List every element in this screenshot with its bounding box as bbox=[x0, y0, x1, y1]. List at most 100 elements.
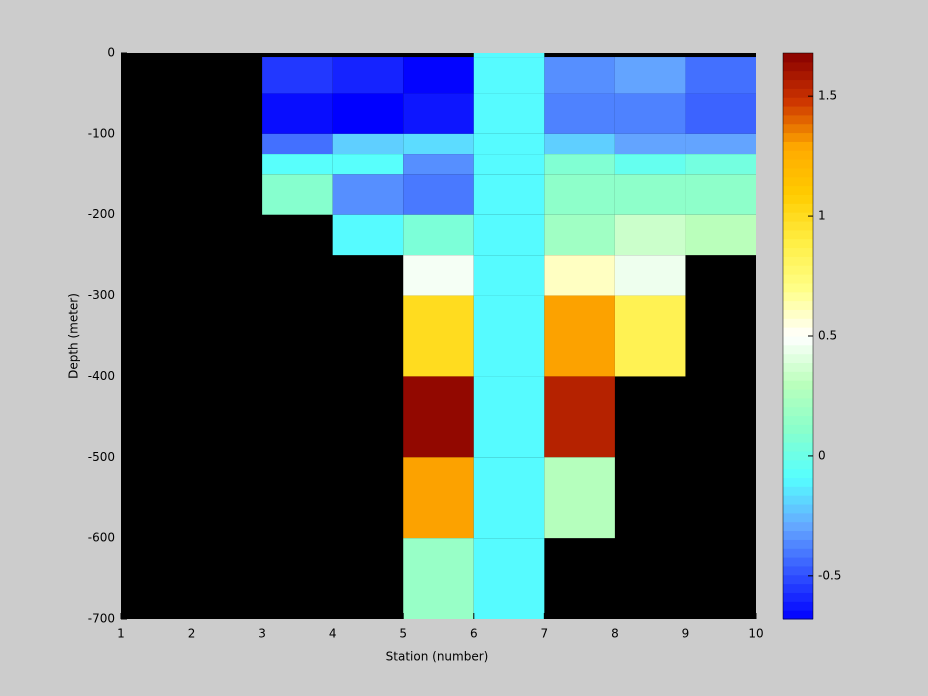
colorbar-swatch bbox=[783, 159, 813, 169]
heat-cell bbox=[614, 295, 686, 377]
x-tick-label: 1 bbox=[117, 627, 125, 641]
colorbar-swatch bbox=[783, 495, 813, 505]
colorbar-swatch bbox=[783, 557, 813, 567]
heat-cell bbox=[544, 295, 615, 377]
colorbar-swatch bbox=[783, 238, 813, 249]
heat-cell bbox=[614, 255, 686, 296]
x-tick-label: 10 bbox=[748, 627, 763, 641]
colorbar-swatch bbox=[783, 592, 813, 602]
y-tick-label: -200 bbox=[88, 207, 115, 221]
heat-cell bbox=[614, 133, 686, 155]
heat-cell bbox=[473, 53, 545, 58]
colorbar-swatch bbox=[783, 229, 813, 240]
y-tick-label: -600 bbox=[88, 531, 115, 545]
colorbar-swatch bbox=[783, 274, 813, 284]
colorbar-swatch bbox=[783, 106, 813, 116]
heat-cell bbox=[544, 457, 615, 539]
y-tick-label: -700 bbox=[88, 612, 115, 626]
heat-cell bbox=[473, 133, 545, 155]
colorbar-swatch bbox=[783, 530, 813, 540]
heat-cell bbox=[544, 255, 615, 296]
colorbar-swatch bbox=[783, 565, 813, 576]
colorbar-swatch bbox=[783, 61, 813, 72]
colorbar-swatch bbox=[783, 97, 813, 107]
colorbar-swatch bbox=[783, 344, 813, 355]
x-tick-label: 2 bbox=[188, 627, 196, 641]
colorbar-swatch bbox=[783, 486, 813, 496]
heat-cell bbox=[262, 57, 333, 94]
colorbar-swatch bbox=[783, 114, 813, 125]
heat-cell bbox=[403, 57, 474, 94]
colorbar-swatch bbox=[783, 167, 813, 178]
colorbar-swatch bbox=[783, 185, 813, 195]
colorbar-swatch bbox=[783, 353, 813, 364]
colorbar-swatch bbox=[783, 504, 813, 514]
y-tick-label: -500 bbox=[88, 450, 115, 464]
colorbar-swatch bbox=[783, 318, 813, 328]
heat-cell bbox=[262, 154, 333, 175]
heat-cell bbox=[544, 133, 615, 155]
colorbar-swatch bbox=[783, 415, 813, 425]
colorbar-swatch bbox=[783, 548, 813, 558]
heat-cell bbox=[685, 174, 756, 215]
colorbar-swatch bbox=[783, 442, 813, 452]
colorbar-swatch bbox=[783, 327, 813, 337]
colorbar-swatch bbox=[783, 433, 813, 443]
y-tick-label: 0 bbox=[107, 46, 115, 60]
heat-cell bbox=[262, 133, 333, 155]
heat-cell bbox=[403, 174, 474, 215]
heat-cell bbox=[403, 255, 474, 296]
colorbar-swatch bbox=[783, 282, 813, 293]
heat-cell bbox=[473, 57, 545, 94]
x-tick-label: 8 bbox=[611, 627, 619, 641]
colorbar-swatch bbox=[783, 150, 813, 160]
colorbar-swatch bbox=[783, 459, 813, 470]
colorbar-swatch bbox=[783, 406, 813, 417]
heat-cell bbox=[403, 376, 474, 458]
colorbar-swatch bbox=[783, 88, 813, 98]
colorbar-swatch bbox=[783, 539, 813, 549]
heat-cell bbox=[544, 154, 615, 175]
colorbar-swatch bbox=[783, 70, 813, 81]
colorbar-swatch bbox=[783, 176, 813, 187]
colorbar-tick-label: 1.5 bbox=[818, 89, 837, 103]
y-tick-label: -300 bbox=[88, 288, 115, 302]
heat-cell bbox=[473, 376, 545, 458]
colorbar-swatch bbox=[783, 309, 813, 319]
colorbar-swatch bbox=[783, 256, 813, 266]
heat-cell bbox=[685, 133, 756, 155]
heat-cell bbox=[473, 457, 545, 539]
colorbar-swatch bbox=[783, 450, 813, 461]
heat-cell bbox=[403, 295, 474, 377]
heat-cell bbox=[544, 214, 615, 256]
heat-cell bbox=[403, 457, 474, 539]
heat-cell bbox=[614, 57, 686, 94]
heat-cell bbox=[262, 174, 333, 215]
colorbar-swatch bbox=[783, 132, 813, 142]
y-tick-label: -400 bbox=[88, 369, 115, 383]
heat-cell bbox=[403, 154, 474, 175]
x-tick-label: 7 bbox=[541, 627, 549, 641]
x-tick-label: 9 bbox=[682, 627, 690, 641]
heat-cell bbox=[332, 93, 404, 134]
heat-cell bbox=[473, 154, 545, 175]
colorbar-swatch bbox=[783, 610, 813, 620]
x-tick-label: 3 bbox=[258, 627, 266, 641]
heat-cell bbox=[332, 57, 404, 94]
colorbar-swatch bbox=[783, 477, 813, 487]
heat-cell bbox=[473, 174, 545, 215]
colorbar-swatch bbox=[783, 424, 813, 434]
colorbar-swatch bbox=[783, 53, 813, 63]
heat-cell bbox=[685, 57, 756, 94]
colorbar-tick-label: 0 bbox=[818, 448, 826, 462]
heat-cell bbox=[473, 93, 545, 134]
heat-cell bbox=[473, 295, 545, 377]
y-axis-label: Depth (meter) bbox=[67, 293, 81, 379]
heat-cell bbox=[332, 214, 404, 256]
heat-cell bbox=[332, 154, 404, 175]
colorbar-swatch bbox=[783, 468, 813, 478]
heat-cell bbox=[685, 214, 756, 256]
heat-cell bbox=[332, 174, 404, 215]
heat-cell bbox=[262, 93, 333, 134]
colorbar-swatch bbox=[783, 300, 813, 310]
